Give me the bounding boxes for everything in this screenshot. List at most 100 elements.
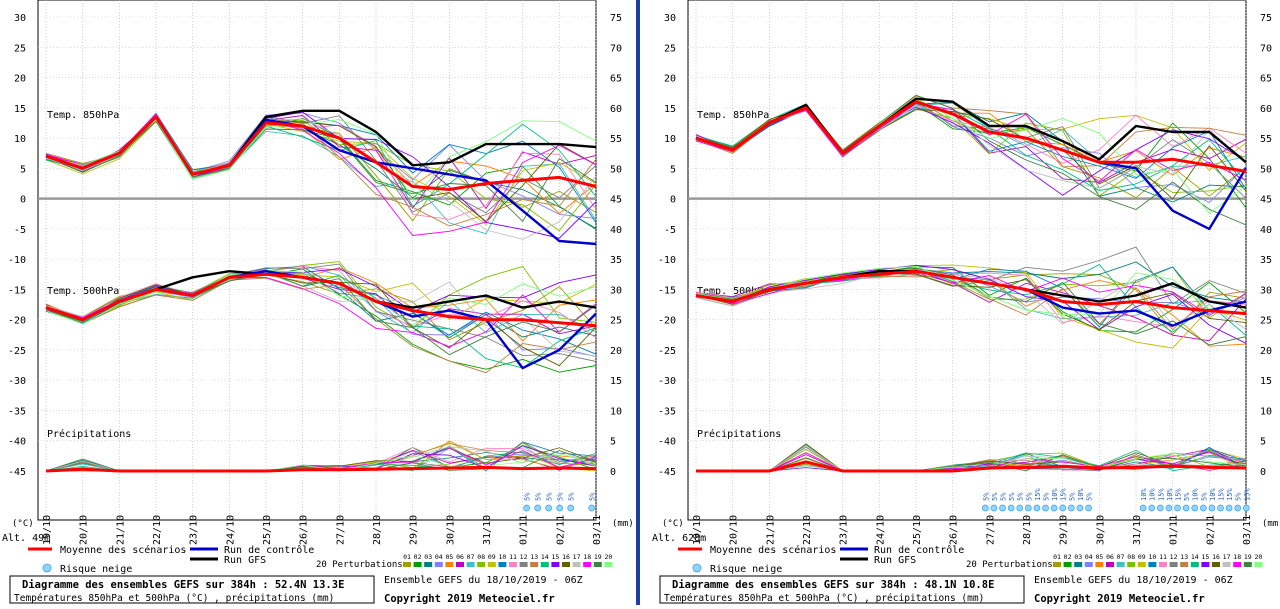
legend-snow-label: Risque neige (710, 564, 782, 575)
perturbation-id: 18 (1233, 553, 1241, 561)
perturbation-swatch (1063, 562, 1072, 567)
title-box (659, 575, 1025, 604)
tick-label-x: 25/10 (262, 515, 273, 545)
tick-label-x: 31/10 (482, 515, 493, 545)
snow-risk-label: 5% (589, 492, 597, 501)
snow-risk-label: 5% (1017, 492, 1025, 501)
t500-member-line (695, 275, 1247, 331)
perturbation-id: 05 (445, 553, 453, 561)
perturbation-swatch (1127, 562, 1136, 567)
snow-flake-icon (1242, 504, 1250, 512)
tick-label-x: 22/10 (802, 515, 813, 545)
ensemble-run-label: Ensemble GEFS du 18/10/2019 - 06Z (1034, 575, 1233, 586)
legend-gfs-label: Run GFS (874, 555, 916, 566)
tick-label-left: -35 (658, 406, 676, 417)
t500-member-line (45, 272, 597, 357)
t850-member-line (695, 103, 1247, 191)
t500-member-line (695, 266, 1247, 315)
altitude-label: Alt. 628m (652, 533, 706, 544)
tick-label-right: 65 (610, 74, 622, 85)
tick-label-left: -20 (8, 316, 26, 327)
perturbation-swatch (1074, 562, 1083, 567)
perturbation-id: 01 (403, 553, 411, 561)
legend-mean-label: Moyenne des scénarios (60, 544, 186, 556)
tick-label-right: 45 (610, 195, 622, 206)
tick-label-x: 29/10 (409, 515, 420, 545)
perturbation-id: 10 (498, 553, 506, 561)
perturbation-swatch (445, 562, 454, 567)
t850-member-line (45, 118, 597, 227)
perturbation-id: 12 (520, 553, 528, 561)
copyright-label: Copyright 2019 Meteociel.fr (1034, 593, 1205, 605)
snow-flake-icon (1199, 504, 1207, 512)
precip-mean-line (45, 465, 597, 473)
snow-risk-label: 5% (1025, 492, 1033, 501)
tick-label-x: 26/10 (949, 515, 960, 545)
perturbation-swatch (424, 562, 433, 567)
tick-label-left: -15 (658, 285, 676, 296)
precip-mean-line (696, 460, 1247, 473)
snow-risk-label: 15% (1243, 488, 1251, 501)
snow-flake-icon (1182, 504, 1190, 512)
perturbation-swatch (1095, 562, 1104, 567)
snow-risk-label: 15% (1157, 488, 1165, 501)
perturbation-swatch (403, 562, 411, 567)
snow-flake-icon (1050, 504, 1058, 512)
label-temp-500: Temp. 500hPa (47, 286, 119, 297)
snow-flake-icon (999, 504, 1006, 512)
perturbation-swatch (540, 562, 549, 567)
perturbations-label: 20 Perturbations (316, 560, 403, 570)
snow-flake-icon (990, 504, 998, 512)
t850-member-line (45, 120, 597, 226)
tick-label-x: 30/10 (1095, 515, 1106, 545)
tick-label-left: -30 (658, 376, 676, 387)
tick-label-right: 50 (610, 164, 622, 175)
tick-label-right: 5 (1260, 437, 1266, 448)
snow-flake-icon (1033, 504, 1041, 512)
snow-flake-icon (1067, 504, 1075, 512)
perturbation-swatch (1148, 562, 1157, 567)
perturbation-swatch (487, 562, 496, 567)
perturbation-swatch (1190, 562, 1199, 567)
t500-member-line (695, 269, 1247, 330)
t500-member-line (45, 265, 597, 339)
tick-label-left: 20 (664, 74, 676, 85)
perturbation-swatch (1243, 562, 1252, 567)
perturbation-swatch (1222, 562, 1231, 567)
snow-risk-label: 10% (1077, 488, 1085, 501)
snow-flake-icon (567, 504, 575, 512)
diagram-title: Diagramme des ensembles GEFS sur 384h : … (22, 579, 344, 591)
tick-label-right: 20 (1260, 346, 1272, 357)
perturbation-id: 15 (1201, 553, 1209, 561)
panel-divider (636, 0, 640, 605)
tick-label-right: 70 (1260, 43, 1272, 54)
perturbation-swatch (1180, 562, 1189, 567)
perturbation-id: 11 (1159, 553, 1167, 561)
title-box (9, 575, 375, 604)
perturbation-swatch (498, 562, 507, 567)
perturbation-swatch (530, 562, 539, 567)
tick-label-x: 19/10 (692, 515, 703, 545)
t850-member-line (45, 116, 597, 240)
perturbation-id: 16 (1212, 553, 1220, 561)
tick-label-x: 24/10 (225, 515, 236, 545)
tick-label-right: 75 (1260, 13, 1272, 24)
snow-flake-icon (981, 504, 989, 512)
perturbation-swatch (562, 562, 570, 567)
perturbation-swatch (477, 562, 486, 567)
perturbation-swatch (551, 562, 560, 567)
tick-label-x: 27/10 (335, 515, 346, 545)
perturbation-swatch (1233, 562, 1242, 567)
tick-label-x: 30/10 (445, 515, 456, 545)
tick-label-left: -35 (8, 406, 26, 417)
perturbation-id: 15 (551, 553, 559, 561)
tick-label-right: 10 (1260, 406, 1272, 417)
tick-label-x: 21/10 (115, 515, 126, 545)
snow-risk-label: 5% (546, 492, 554, 501)
t500-mean-line (45, 272, 597, 328)
snow-flake-icon (1217, 504, 1224, 512)
snow-risk-label: 5% (991, 492, 999, 501)
perturbation-id: 13 (530, 553, 538, 561)
perturbation-id: 20 (1254, 553, 1262, 561)
legend-mean-label: Moyenne des scénarios (710, 544, 836, 556)
